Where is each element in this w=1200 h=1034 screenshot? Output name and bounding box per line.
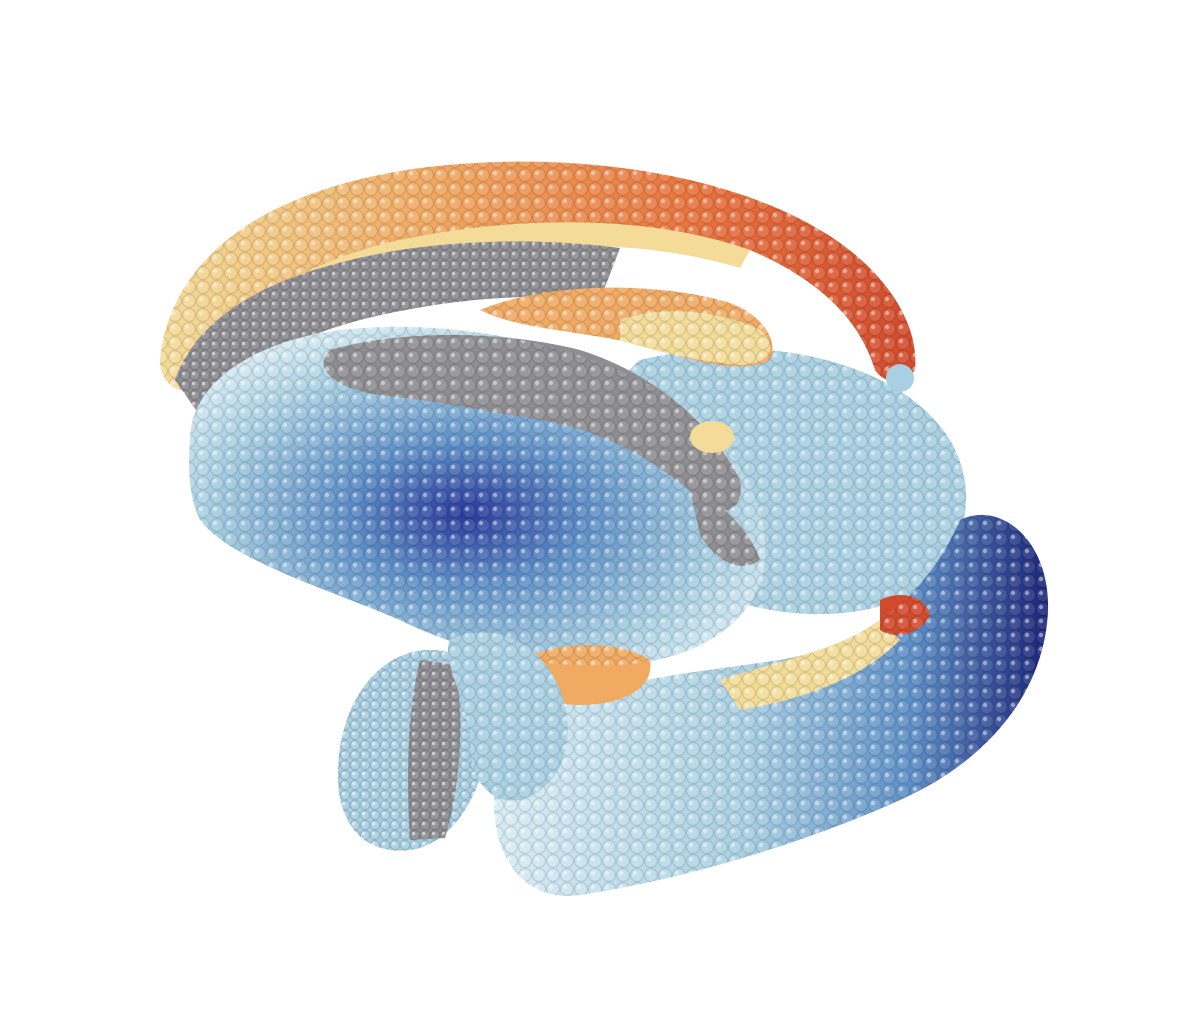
main-lobe — [189, 326, 766, 705]
lower-tube — [493, 514, 1049, 896]
connector-band — [447, 632, 568, 801]
inner-fold — [480, 287, 773, 367]
grey-band — [175, 241, 620, 430]
lower-left-loop — [337, 650, 493, 851]
